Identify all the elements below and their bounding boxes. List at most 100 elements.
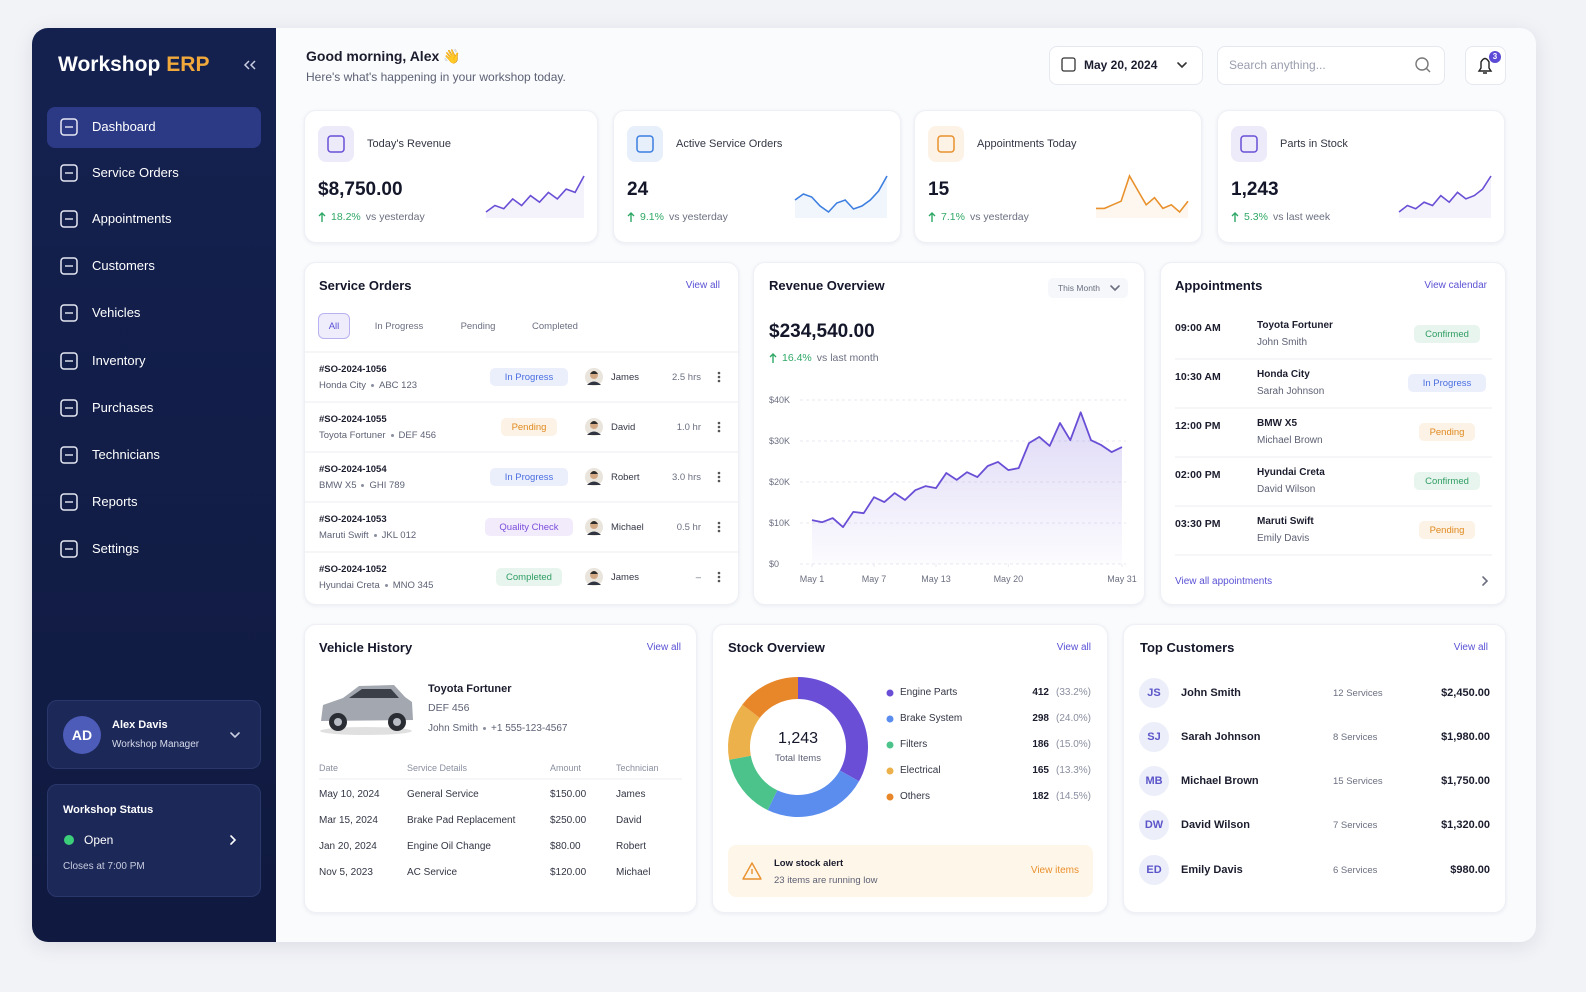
order-status-bg xyxy=(484,518,574,536)
customer-avatar xyxy=(1139,722,1169,752)
stat-label: Appointments Today xyxy=(977,138,1077,150)
view-all-link[interactable]: View all xyxy=(1453,642,1488,653)
nav-icon xyxy=(60,352,78,370)
avatar-body xyxy=(587,581,601,585)
separator-dot xyxy=(371,383,374,387)
table-cell: Brake Pad Replacement xyxy=(407,815,516,826)
order-id: #SO-2024-1054 xyxy=(319,463,387,475)
collapse-icon xyxy=(243,60,250,70)
filter-tab[interactable]: Pending xyxy=(460,320,496,332)
view-all-link[interactable]: View all xyxy=(1056,642,1091,653)
stat-label: Active Service Orders xyxy=(676,138,783,150)
nav-item[interactable]: Technicians xyxy=(92,447,160,462)
order-status-bg xyxy=(490,468,568,486)
nav-item[interactable]: Inventory xyxy=(92,353,146,368)
table-cell: Nov 5, 2023 xyxy=(319,867,373,878)
appointment-status: In Progress xyxy=(1422,377,1472,389)
nav-item[interactable]: Settings xyxy=(92,541,139,556)
legend-count: 412 xyxy=(1032,687,1049,698)
table-cell: General Service xyxy=(407,789,479,800)
customer-name: Sarah Johnson xyxy=(1181,731,1261,743)
customer-total: $980.00 xyxy=(1450,864,1490,876)
nav-item[interactable]: Reports xyxy=(92,494,138,509)
table-cell: AC Service xyxy=(407,867,458,878)
legend-dot xyxy=(886,689,894,697)
order-status-bg xyxy=(490,368,568,386)
view-all-appointments[interactable]: View all appointments xyxy=(1175,576,1273,587)
view-calendar-link[interactable]: View calendar xyxy=(1424,280,1487,291)
nav-item[interactable]: Purchases xyxy=(92,400,154,415)
avatar-hair xyxy=(590,421,598,424)
nav-item[interactable]: Dashboard xyxy=(92,119,156,134)
status-state[interactable]: Open xyxy=(84,833,114,847)
appointment-status-bg xyxy=(1413,325,1481,343)
order-time: – xyxy=(695,571,701,583)
avatar-hair xyxy=(590,371,598,374)
alert-action[interactable]: View items xyxy=(1030,865,1079,876)
appointment-vehicle: BMW X5 xyxy=(1257,418,1297,429)
search-placeholder: Search anything... xyxy=(1229,58,1326,72)
customer-name: David Wilson xyxy=(1181,819,1250,831)
car-window xyxy=(349,689,399,698)
more-icon xyxy=(717,471,721,475)
nav-item[interactable]: Vehicles xyxy=(92,305,141,320)
revenue-title: Revenue Overview xyxy=(769,278,885,293)
owner-phone: +1 555-123-4567 xyxy=(491,722,568,734)
more-icon xyxy=(717,421,721,425)
legend-name: Engine Parts xyxy=(900,687,958,698)
period-select[interactable] xyxy=(1048,278,1128,298)
view-all-link[interactable]: View all xyxy=(685,280,720,291)
order-time: 3.0 hrs xyxy=(671,471,701,483)
avatar-hair xyxy=(590,521,598,524)
search-box[interactable] xyxy=(1217,46,1445,85)
legend-percent: (33.2%) xyxy=(1055,687,1091,698)
stat-change: 9.1% vs yesterday xyxy=(640,207,728,228)
filter-tab[interactable]: All xyxy=(328,320,340,332)
stat-card xyxy=(613,110,901,243)
legend-dot xyxy=(886,767,894,775)
table-cell: Jan 20, 2024 xyxy=(319,841,377,852)
donut-segment xyxy=(729,755,778,811)
order-vehicle: BMW X5 GHI 789 xyxy=(319,476,405,495)
technician-name: James xyxy=(611,371,639,383)
table-cell: Robert xyxy=(616,841,647,852)
nav-item[interactable]: Customers xyxy=(92,258,155,273)
appointment-vehicle: Maruti Swift xyxy=(1257,516,1314,527)
appointment-vehicle: Honda City xyxy=(1257,369,1310,380)
up-arrow-icon xyxy=(928,212,936,222)
date-text: May 20, 2024 xyxy=(1084,58,1158,72)
appointment-customer: David Wilson xyxy=(1257,484,1316,495)
nav-icon xyxy=(60,210,78,228)
order-status: In Progress xyxy=(504,371,554,383)
notification-button[interactable] xyxy=(1465,46,1506,85)
nav-item[interactable]: Service Orders xyxy=(92,165,179,180)
bell-icon xyxy=(1477,57,1493,74)
more-icon xyxy=(717,371,721,375)
legend-count: 186 xyxy=(1032,739,1049,750)
nav-item[interactable]: Appointments xyxy=(92,211,172,226)
revenue-area xyxy=(812,412,1122,564)
filter-tab[interactable]: Completed xyxy=(532,320,578,332)
up-arrow-icon xyxy=(1231,212,1239,222)
stat-compare: vs yesterday xyxy=(668,211,728,223)
service-orders-card xyxy=(304,262,739,605)
view-all-link[interactable]: View all xyxy=(646,642,681,653)
appointment-customer: Emily Davis xyxy=(1257,533,1310,544)
car-hub xyxy=(393,718,401,726)
legend-percent: (13.3%) xyxy=(1055,765,1091,776)
collapse-icon xyxy=(249,60,256,70)
technician-name: David xyxy=(611,421,636,433)
filter-tab[interactable]: In Progress xyxy=(374,320,424,332)
customer-services: 8 Services xyxy=(1333,731,1378,743)
legend-dot xyxy=(886,793,894,801)
legend-name: Brake System xyxy=(900,713,963,724)
alert-title: Low stock alert xyxy=(774,857,844,869)
revenue-change: 16.4% vs last month xyxy=(782,348,879,369)
status-card xyxy=(47,784,261,897)
order-id: #SO-2024-1053 xyxy=(319,513,387,525)
legend-count: 182 xyxy=(1032,791,1049,802)
nav-active-bg[interactable] xyxy=(47,107,261,148)
search-icon-handle xyxy=(1425,67,1431,73)
notification-count: 3 xyxy=(1492,52,1498,61)
legend-name: Filters xyxy=(900,739,928,750)
